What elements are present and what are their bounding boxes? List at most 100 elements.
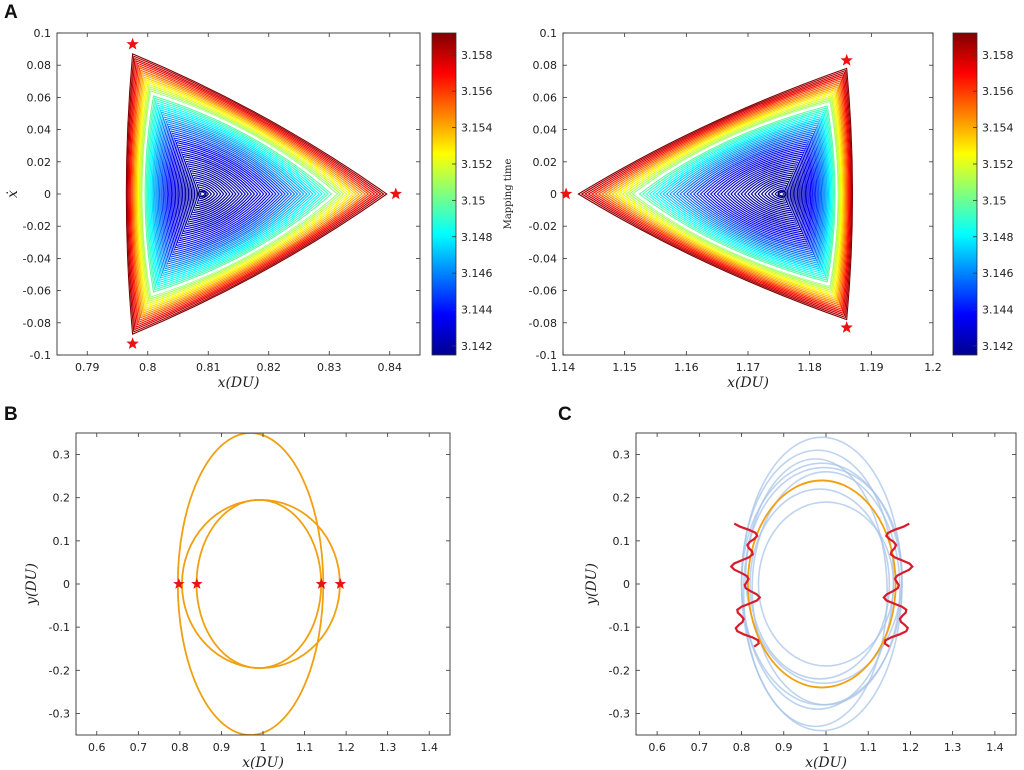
colorbar-tick-label: 3.146 [982, 267, 1014, 280]
x-tick-label: 1.2 [924, 361, 942, 374]
y-axis-label: y(DU) [24, 563, 40, 606]
star-marker [191, 578, 203, 589]
level-curve [767, 185, 789, 203]
level-curve [193, 181, 219, 207]
level-curve [642, 107, 835, 281]
section-curve [729, 522, 762, 648]
y-tick-label: 0.1 [613, 535, 631, 548]
level-curve [140, 85, 345, 303]
level-curve [577, 67, 854, 321]
y-axis-label: ẋ [5, 190, 21, 198]
colorbar-tick-label: 3.144 [461, 304, 493, 317]
y-tick-label: 0.1 [53, 535, 71, 548]
colorbar-tick-label: 3.158 [461, 49, 493, 62]
orbit-curve [749, 488, 891, 680]
x-tick-label: 1.4 [986, 741, 1004, 754]
y-tick-label: -0.3 [609, 707, 630, 720]
level-curve [177, 155, 253, 233]
level-curve [590, 76, 850, 312]
level-curve [180, 160, 247, 228]
level-curve [760, 180, 792, 208]
level-curve [614, 90, 843, 298]
x-tick-label: 0.6 [648, 741, 666, 754]
level-curve [648, 111, 833, 277]
colorbar-tick-label: 3.156 [982, 85, 1014, 98]
level-curve [638, 105, 836, 283]
level-curve [195, 184, 216, 204]
colorbar-label: Mapping time [503, 159, 514, 230]
level-curve [164, 132, 283, 256]
y-tick-label: 0.2 [613, 492, 631, 505]
x-tick-label: 1 [260, 741, 267, 754]
level-curve [652, 113, 832, 275]
colorbar-tick-label: 3.142 [461, 340, 493, 353]
level-curve [774, 189, 786, 199]
level-curve [169, 141, 271, 247]
level-curve [723, 157, 807, 231]
x-tick-label: 0.79 [75, 361, 100, 374]
star-marker [559, 187, 573, 200]
level-curve [733, 164, 803, 224]
colorbar-tick-label: 3.15 [461, 194, 486, 207]
level-curve [149, 104, 320, 284]
chart-a-right: 1.14 1.15 1.16 1.17 1.18 1.19 1.2 -0.1 -0.08 -0.0… [529, 27, 1014, 391]
y-tick-label: -0.1 [609, 621, 630, 634]
level-curve [136, 78, 354, 310]
star-marker [126, 37, 139, 50]
level-curve [173, 148, 262, 240]
level-curve [181, 163, 243, 225]
y-tick-label: -0.08 [529, 317, 557, 330]
level-curve [127, 57, 382, 331]
level-curve [132, 69, 367, 319]
level-curve [703, 145, 814, 243]
level-curve [166, 137, 277, 251]
x-tick-label: 1.18 [797, 361, 822, 374]
x-tick-label: 0.8 [139, 361, 157, 374]
y-tick-label: 0.02 [533, 156, 558, 169]
colorbar-tick-label: 3.148 [461, 231, 493, 244]
x-tick-label: 1.1 [296, 741, 314, 754]
level-curve [713, 151, 810, 237]
section-curve [882, 522, 914, 648]
x-tick-label: 0.6 [88, 741, 106, 754]
level-curve [737, 166, 801, 222]
colorbar-tick-label: 3.152 [982, 158, 1014, 171]
x-tick-label: 1 [823, 741, 830, 754]
level-curve [658, 118, 830, 270]
level-curve [134, 74, 360, 314]
level-curve [621, 94, 841, 294]
level-curve [196, 186, 213, 202]
level-curve [155, 116, 305, 272]
level-curve [131, 67, 370, 321]
y-tick-label: -0.2 [49, 664, 70, 677]
x-tick-label: 0.84 [378, 361, 403, 374]
colorbar-tick-label: 3.146 [461, 267, 493, 280]
x-axis-label: x(DU) [805, 755, 847, 770]
x-tick-label: 0.9 [213, 741, 231, 754]
level-curve [692, 138, 818, 250]
x-tick-label: 0.7 [130, 741, 148, 754]
y-tick-label: 0.1 [34, 27, 52, 40]
colorbar-tick-label: 3.154 [982, 122, 1014, 135]
star-marker [173, 578, 185, 589]
level-curve [607, 86, 845, 302]
level-curve [187, 172, 231, 216]
star-marker [334, 578, 346, 589]
level-curve [154, 113, 308, 275]
level-curve [144, 95, 333, 293]
level-curve [706, 147, 813, 241]
y-tick-label: -0.1 [49, 621, 70, 634]
level-curve [150, 106, 317, 282]
level-curve [747, 172, 797, 216]
panel-label-a: A [4, 2, 18, 23]
star-marker [389, 187, 402, 200]
level-curve [152, 111, 311, 277]
level-curve [750, 174, 796, 214]
level-curve [777, 191, 784, 197]
level-curve [594, 78, 849, 310]
level-curve [192, 179, 222, 209]
level-curve [126, 55, 385, 333]
level-curve [135, 76, 357, 312]
x-tick-label: 0.82 [257, 361, 282, 374]
y-tick-label: 0 [44, 188, 51, 201]
